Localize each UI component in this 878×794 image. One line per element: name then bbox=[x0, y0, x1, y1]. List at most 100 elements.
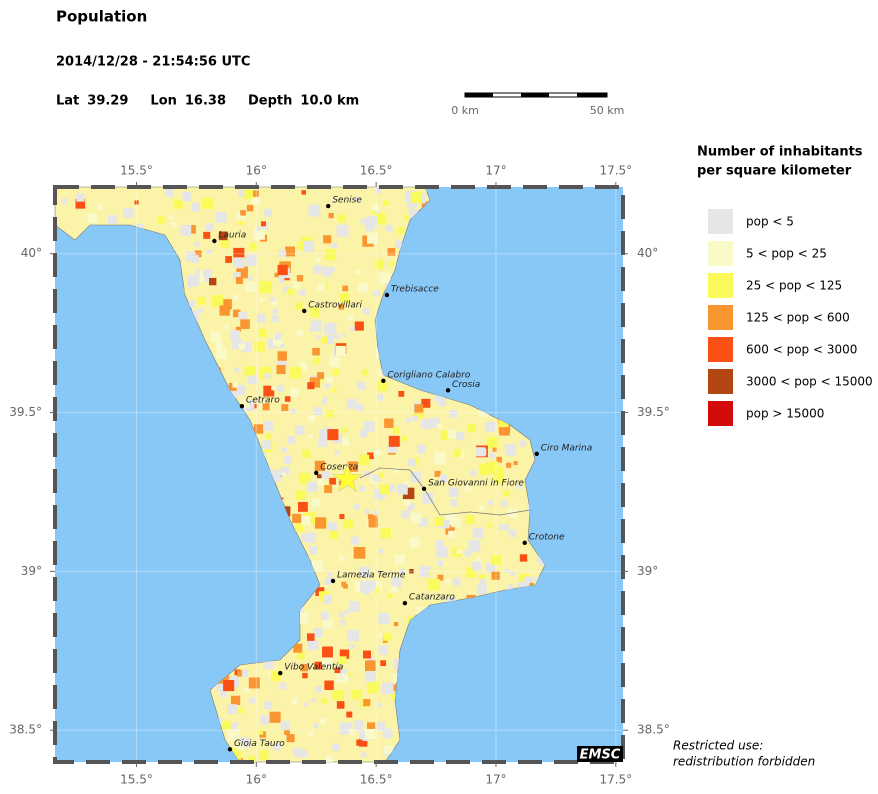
population-cell bbox=[443, 431, 449, 437]
population-cell bbox=[377, 472, 383, 479]
population-cell bbox=[339, 514, 345, 520]
population-cell bbox=[496, 456, 503, 463]
population-cell bbox=[365, 580, 376, 591]
population-cell bbox=[356, 403, 364, 411]
x-tick-label: 16.5° bbox=[360, 164, 393, 178]
population-cell bbox=[323, 235, 332, 244]
population-cell bbox=[316, 478, 324, 486]
population-cell bbox=[232, 338, 243, 350]
scale-bar: 0 km 50 km bbox=[451, 92, 624, 117]
population-cell bbox=[263, 385, 275, 397]
population-cell bbox=[344, 609, 350, 615]
population-cell bbox=[293, 643, 303, 653]
population-cell bbox=[236, 670, 244, 677]
population-cell bbox=[204, 278, 210, 283]
population-cell bbox=[61, 198, 68, 205]
population-cell bbox=[236, 742, 245, 751]
population-cell bbox=[285, 246, 296, 257]
population-cell bbox=[325, 335, 334, 345]
population-cell bbox=[203, 269, 212, 278]
population-cell bbox=[248, 276, 253, 281]
population-cell bbox=[286, 734, 295, 743]
population-cell bbox=[197, 296, 206, 305]
region-border bbox=[359, 467, 531, 516]
population-cell bbox=[437, 560, 444, 567]
y-tick-label: 38.5° bbox=[637, 723, 670, 737]
population-cell bbox=[374, 187, 381, 194]
legend-swatch bbox=[708, 273, 733, 298]
population-cell bbox=[76, 193, 85, 202]
population-cell bbox=[377, 369, 385, 377]
population-cell bbox=[456, 548, 463, 554]
legend-swatch bbox=[708, 401, 733, 426]
population-cell bbox=[429, 417, 440, 428]
population-cell bbox=[240, 737, 251, 748]
population-cell bbox=[234, 367, 240, 373]
population-cell bbox=[338, 612, 345, 618]
population-cell bbox=[386, 225, 393, 232]
population-cell bbox=[227, 704, 237, 714]
population-cell bbox=[392, 427, 400, 434]
population-cell bbox=[356, 739, 363, 746]
coord-label: Lon bbox=[150, 94, 176, 109]
scale-bar-segment bbox=[577, 93, 607, 97]
population-cell bbox=[307, 481, 318, 492]
population-cell bbox=[309, 546, 318, 555]
population-cell bbox=[277, 351, 287, 361]
population-cell bbox=[336, 701, 345, 709]
population-cell bbox=[277, 264, 288, 276]
population-cell bbox=[383, 200, 389, 206]
population-cell bbox=[358, 454, 370, 466]
population-cell bbox=[410, 471, 422, 483]
legend-title: per square kilometer bbox=[697, 164, 852, 179]
population-cell bbox=[201, 197, 213, 209]
population-cell bbox=[353, 503, 360, 510]
city-marker bbox=[402, 600, 408, 606]
population-cell bbox=[420, 419, 431, 430]
population-cell bbox=[296, 651, 305, 660]
population-cell bbox=[253, 424, 264, 434]
population-cell bbox=[472, 561, 481, 571]
population-cell bbox=[401, 510, 410, 519]
population-cell bbox=[422, 492, 434, 504]
population-cell bbox=[331, 243, 338, 249]
population-cell bbox=[363, 421, 375, 432]
population-cell bbox=[357, 381, 366, 391]
population-cell bbox=[232, 309, 241, 318]
population-cell bbox=[390, 577, 402, 588]
population-cell bbox=[240, 399, 250, 408]
population-cell bbox=[290, 366, 302, 379]
population-cell bbox=[319, 718, 327, 725]
population-cell bbox=[238, 343, 245, 350]
population-cell bbox=[254, 341, 265, 352]
population-cell bbox=[194, 250, 202, 258]
population-cell bbox=[302, 672, 308, 679]
population-cell bbox=[260, 221, 266, 227]
population-cell bbox=[215, 211, 227, 223]
population-cell bbox=[381, 682, 394, 694]
population-cell bbox=[324, 383, 330, 389]
population-cell bbox=[410, 192, 422, 204]
city-label: Cosenza bbox=[320, 462, 358, 472]
population-cell bbox=[262, 403, 270, 411]
population-cell bbox=[359, 485, 365, 492]
population-cell bbox=[289, 388, 299, 398]
population-cell bbox=[263, 208, 272, 217]
population-cell bbox=[173, 199, 183, 209]
population-cell bbox=[373, 510, 379, 516]
population-cell bbox=[390, 585, 398, 593]
coord-label: Depth bbox=[248, 94, 292, 109]
population-cell bbox=[270, 470, 282, 482]
population-cell bbox=[338, 555, 345, 562]
population-cell bbox=[406, 417, 412, 423]
population-cell bbox=[280, 466, 290, 476]
population-cell bbox=[269, 711, 281, 723]
population-cell bbox=[387, 443, 397, 453]
population-cell bbox=[233, 257, 245, 269]
population-cell bbox=[341, 673, 348, 681]
population-cell bbox=[302, 449, 311, 458]
population-cell bbox=[332, 743, 340, 751]
logo: EMSC bbox=[580, 748, 621, 763]
population-cell bbox=[367, 683, 379, 694]
population-cell bbox=[301, 190, 306, 195]
